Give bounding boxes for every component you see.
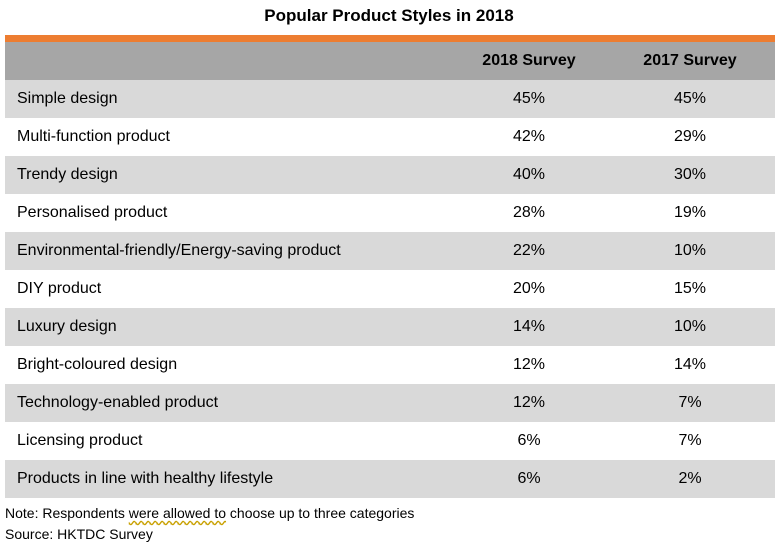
row-label: Multi-function product [5, 118, 453, 156]
note-suffix: choose up to three categories [226, 505, 415, 521]
value-2018: 22% [453, 232, 605, 270]
row-label: Personalised product [5, 194, 453, 232]
value-2017: 2% [605, 460, 775, 498]
table-row: Personalised product 28% 19% [5, 194, 775, 232]
row-label: Environmental-friendly/Energy-saving pro… [5, 232, 453, 270]
header-2017: 2017 Survey [605, 42, 775, 80]
value-2017: 14% [605, 346, 775, 384]
row-label: Technology-enabled product [5, 384, 453, 422]
value-2018: 12% [453, 384, 605, 422]
footnote-note: Note: Respondents were allowed to choose… [5, 504, 414, 522]
value-2017: 10% [605, 308, 775, 346]
row-label: Luxury design [5, 308, 453, 346]
row-label: Products in line with healthy lifestyle [5, 460, 453, 498]
header-2018: 2018 Survey [453, 42, 605, 80]
value-2018: 40% [453, 156, 605, 194]
value-2018: 6% [453, 460, 605, 498]
value-2017: 10% [605, 232, 775, 270]
accent-bar [5, 35, 775, 42]
table-row: Technology-enabled product 12% 7% [5, 384, 775, 422]
row-label: DIY product [5, 270, 453, 308]
value-2018: 12% [453, 346, 605, 384]
value-2017: 7% [605, 384, 775, 422]
table-row: Trendy design 40% 30% [5, 156, 775, 194]
note-marked-text: were allowed to [128, 505, 227, 521]
value-2017: 45% [605, 80, 775, 118]
value-2017: 7% [605, 422, 775, 460]
row-label: Trendy design [5, 156, 453, 194]
note-prefix: Note: Respondents [5, 505, 129, 521]
row-label: Licensing product [5, 422, 453, 460]
table-row: Simple design 45% 45% [5, 80, 775, 118]
header-row: 2018 Survey 2017 Survey [5, 42, 775, 80]
value-2018: 14% [453, 308, 605, 346]
value-2018: 20% [453, 270, 605, 308]
value-2018: 6% [453, 422, 605, 460]
table-row: Bright-coloured design 12% 14% [5, 346, 775, 384]
header-label [5, 42, 453, 80]
value-2017: 19% [605, 194, 775, 232]
value-2017: 15% [605, 270, 775, 308]
footnote-source: Source: HKTDC Survey [5, 526, 153, 542]
chart-title: Popular Product Styles in 2018 [264, 6, 514, 25]
table-body: Simple design 45% 45% Multi-function produc… [5, 80, 775, 498]
table-row: Multi-function product 42% 29% [5, 118, 775, 156]
row-label: Bright-coloured design [5, 346, 453, 384]
value-2017: 30% [605, 156, 775, 194]
value-2017: 29% [605, 118, 775, 156]
row-label: Simple design [5, 80, 453, 118]
table-row: Products in line with healthy lifestyle 6… [5, 460, 775, 498]
table-row: Environmental-friendly/Energy-saving pro… [5, 232, 775, 270]
table-row: DIY product 20% 15% [5, 270, 775, 308]
value-2018: 28% [453, 194, 605, 232]
table-row: Licensing product 6% 7% [5, 422, 775, 460]
table-row: Luxury design 14% 10% [5, 308, 775, 346]
value-2018: 45% [453, 80, 605, 118]
value-2018: 42% [453, 118, 605, 156]
data-table: 2018 Survey 2017 Survey Simple design 45%… [5, 42, 775, 498]
